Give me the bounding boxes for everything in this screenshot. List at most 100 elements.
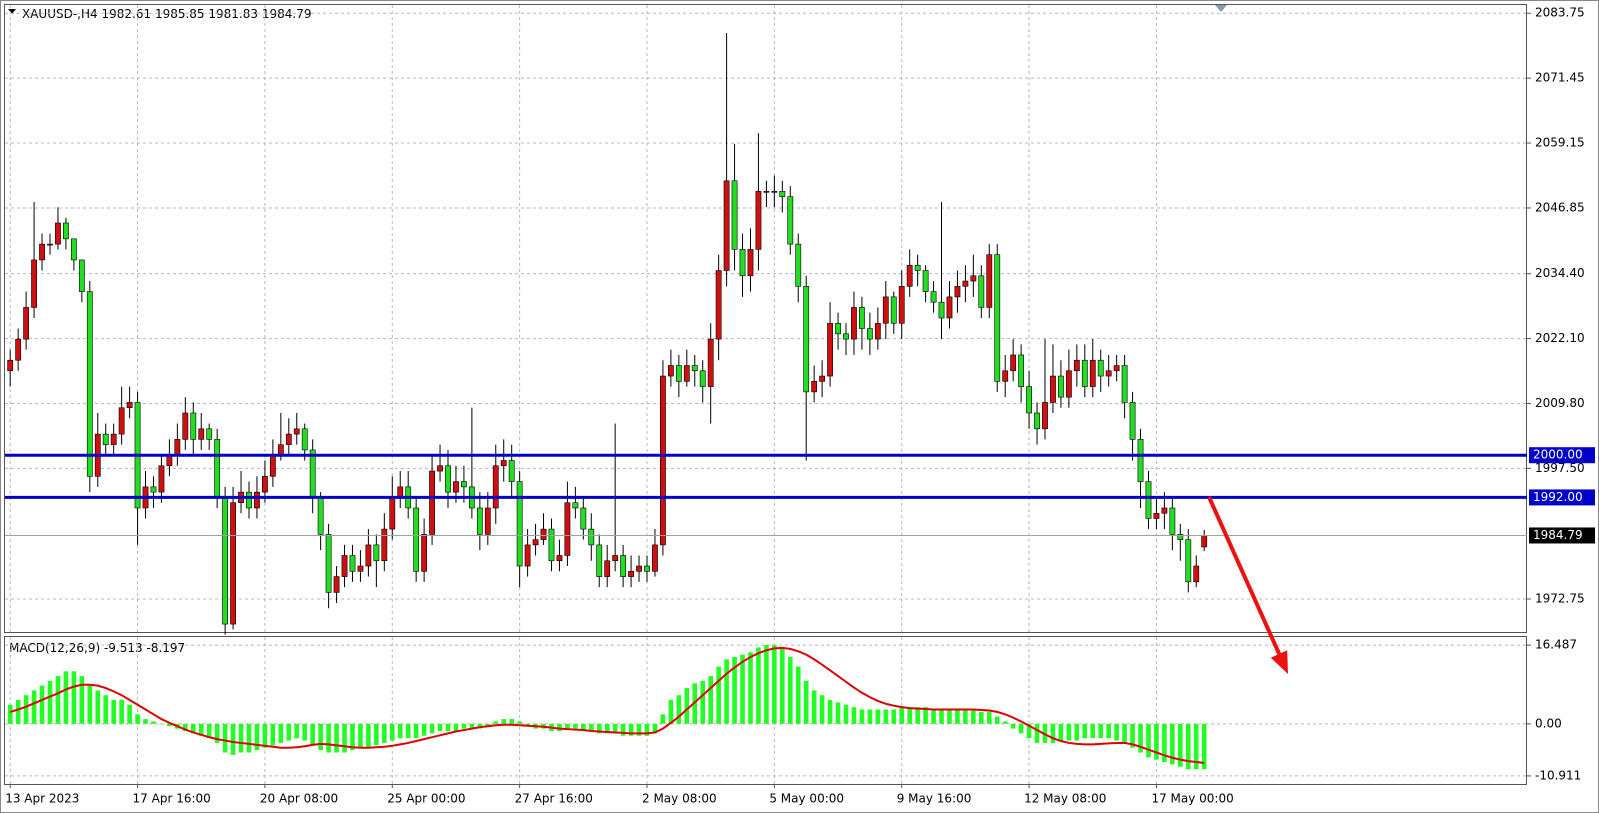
candle-body bbox=[254, 491, 260, 509]
macd-bar bbox=[143, 719, 148, 724]
candle-body bbox=[906, 264, 913, 287]
macd-bar bbox=[1185, 723, 1191, 770]
macd-bar bbox=[39, 685, 45, 724]
y-tick-label: 2009.80 bbox=[1535, 396, 1585, 410]
x-tick-label: 12 May 08:00 bbox=[1024, 792, 1106, 806]
candle-body bbox=[779, 191, 786, 197]
macd-bar bbox=[135, 714, 140, 724]
macd-bar bbox=[867, 709, 873, 724]
y-tick-label: 2071.45 bbox=[1535, 71, 1585, 85]
candle-body bbox=[333, 576, 340, 593]
x-tick-label: 17 May 00:00 bbox=[1151, 792, 1233, 806]
macd-bar bbox=[1002, 721, 1008, 724]
candle-body bbox=[1153, 512, 1160, 519]
macd-bar bbox=[302, 723, 308, 741]
candle-body bbox=[946, 296, 953, 319]
y-tick-label: 16.487 bbox=[1535, 638, 1577, 652]
macd-bar bbox=[557, 723, 562, 732]
macd-bar bbox=[724, 659, 729, 724]
candle-body bbox=[930, 291, 937, 303]
macd-bar bbox=[326, 723, 331, 753]
candle-body bbox=[636, 565, 642, 572]
macd-bar bbox=[740, 654, 745, 724]
candle-body bbox=[429, 470, 435, 535]
candle-body bbox=[23, 307, 30, 340]
candle-body bbox=[1121, 365, 1128, 403]
candle-body bbox=[341, 555, 348, 577]
candle-body bbox=[898, 286, 905, 324]
candle-body bbox=[230, 502, 236, 625]
macd-bar bbox=[668, 699, 674, 724]
candle-body bbox=[970, 275, 977, 282]
macd-bar bbox=[955, 709, 960, 724]
candle-body bbox=[787, 196, 794, 245]
candle-body bbox=[1113, 365, 1120, 372]
x-tick-label: 13 Apr 2023 bbox=[5, 792, 79, 806]
macd-bar bbox=[780, 647, 785, 724]
macd-panel bbox=[4, 636, 1527, 785]
x-tick-label: 17 Apr 16:00 bbox=[133, 792, 211, 806]
candle-body bbox=[620, 555, 627, 577]
candle-body bbox=[652, 544, 658, 572]
macd-bar bbox=[501, 719, 507, 724]
macd-bar bbox=[716, 666, 721, 724]
macd-bar bbox=[819, 695, 825, 724]
macd-bar bbox=[111, 699, 116, 724]
candle-body bbox=[914, 264, 921, 271]
macd-bar bbox=[764, 645, 769, 724]
macd-bar bbox=[565, 723, 570, 729]
candle-body bbox=[978, 275, 985, 308]
candle-body bbox=[413, 507, 420, 572]
macd-bar bbox=[835, 702, 841, 724]
macd-bar bbox=[461, 723, 467, 729]
signal-value: -8.197 bbox=[146, 641, 185, 655]
candle-body bbox=[962, 280, 969, 287]
candle-body bbox=[150, 486, 157, 493]
candle-body bbox=[349, 555, 356, 572]
candle-body bbox=[755, 191, 762, 250]
macd-bar bbox=[198, 723, 204, 736]
y-tick-label: 1972.75 bbox=[1535, 592, 1585, 606]
candle-body bbox=[269, 454, 276, 477]
candle-body bbox=[317, 497, 324, 535]
macd-bar bbox=[644, 723, 650, 736]
y-tick-label: 2083.75 bbox=[1535, 6, 1585, 20]
macd-bar bbox=[596, 723, 602, 734]
level-label-box bbox=[1529, 489, 1595, 506]
candle-body bbox=[166, 454, 173, 467]
macd-bar bbox=[1138, 723, 1143, 753]
candle-body bbox=[699, 370, 706, 387]
plot-layer: 2083.75 2071.45 2059.15 2046.85 2034.40 2022.… bbox=[5, 5, 1595, 806]
macd-bar bbox=[581, 723, 586, 732]
candle-body bbox=[389, 497, 396, 530]
candle-body bbox=[683, 365, 690, 382]
x-tick-label: 5 May 00:00 bbox=[769, 792, 844, 806]
candle-body bbox=[1018, 354, 1025, 387]
candle-body bbox=[55, 222, 61, 245]
macd-bar bbox=[1170, 723, 1175, 765]
macd-bar bbox=[660, 714, 666, 724]
macd-bar bbox=[994, 716, 1000, 724]
candle-body bbox=[461, 481, 467, 488]
candle-body bbox=[70, 238, 77, 261]
macd-bar bbox=[915, 707, 920, 724]
candle-body bbox=[31, 259, 37, 308]
macd-bar bbox=[342, 723, 347, 753]
candle-body bbox=[174, 439, 181, 456]
macd-bar bbox=[206, 723, 212, 739]
y-tick-label: -10.911 bbox=[1535, 768, 1581, 782]
macd-bar bbox=[405, 723, 411, 739]
x-tick-label: 20 Apr 08:00 bbox=[260, 792, 338, 806]
macd-bar bbox=[811, 690, 817, 724]
macd-bar bbox=[851, 707, 857, 724]
macd-bar bbox=[214, 723, 220, 743]
candle-body bbox=[476, 507, 483, 535]
candle-body bbox=[206, 428, 213, 440]
macd-bar bbox=[1058, 723, 1064, 741]
arrow-head bbox=[1270, 650, 1288, 674]
candle-body bbox=[1185, 539, 1192, 583]
macd-bar bbox=[1201, 723, 1207, 770]
macd-bar bbox=[493, 721, 499, 724]
candle-body bbox=[214, 439, 221, 498]
candle-body bbox=[1193, 565, 1200, 583]
